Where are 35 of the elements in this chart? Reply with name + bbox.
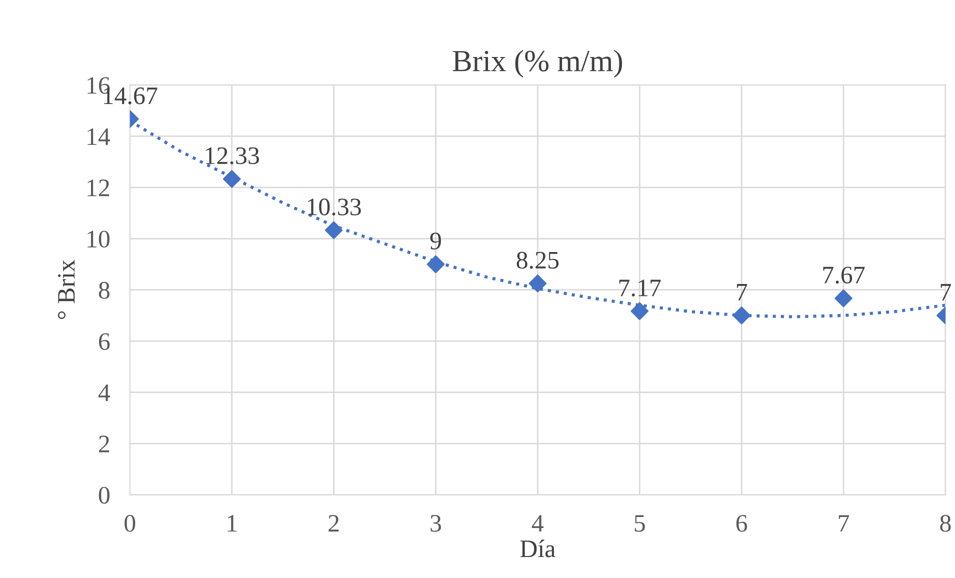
y-tick-label: 14	[88, 128, 110, 145]
data-label: 9	[430, 232, 441, 250]
x-tick-label: 6	[736, 515, 748, 532]
y-tick-label: 10	[88, 230, 110, 248]
y-tick-label: 8	[98, 282, 110, 299]
x-tick-label: 0	[124, 514, 136, 532]
data-label: 7	[736, 284, 748, 300]
y-tick-label: 6	[99, 333, 110, 350]
point	[630, 302, 649, 320]
point	[528, 274, 547, 292]
data-label: 12.33	[206, 147, 259, 164]
point	[324, 221, 343, 240]
y-tick-label: 2	[99, 436, 110, 452]
y-tick-label: 12	[88, 180, 110, 196]
data-label: 7	[940, 284, 951, 300]
data-label: 7.17	[619, 280, 661, 296]
data-label: 8.25	[516, 252, 559, 269]
x-tick-label: 5	[634, 515, 645, 532]
y-axis-title: ° Brix	[58, 260, 75, 320]
x-tick-label: 7	[838, 515, 850, 532]
y-tick-label: 4	[98, 384, 110, 401]
x-tick-label: 4	[532, 515, 544, 532]
x-tick-label: 8	[940, 514, 951, 532]
x-tick-label: 1	[228, 515, 237, 532]
x-tick-label: 3	[430, 515, 441, 532]
point	[426, 255, 445, 274]
y-tick-label: 0	[98, 486, 110, 504]
data-label: 7.67	[823, 266, 865, 284]
point	[732, 306, 750, 324]
data-label: 10.33	[308, 198, 361, 216]
point	[834, 289, 852, 308]
x-axis-title: Día	[520, 540, 556, 558]
chart-title: Brix (% m/m)	[452, 50, 622, 78]
point	[222, 170, 241, 188]
x-tick-label: 2	[328, 515, 339, 532]
